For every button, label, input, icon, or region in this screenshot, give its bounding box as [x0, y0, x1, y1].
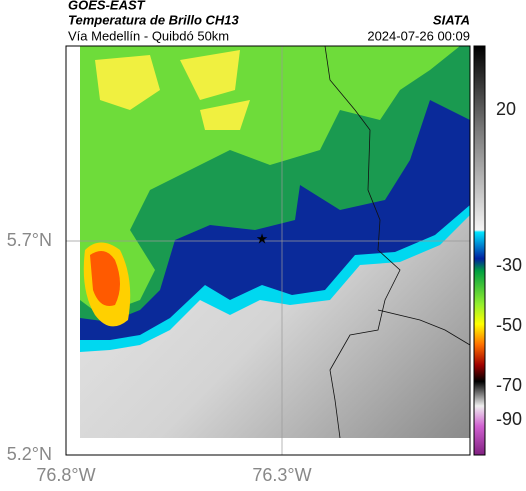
brand: SIATA	[433, 12, 470, 27]
title: Temperatura de Brillo CH13	[68, 12, 240, 27]
colorbar-tick: -70	[496, 375, 522, 395]
colorbar-tick: 20	[496, 99, 516, 119]
colorbar-tick: -90	[496, 409, 522, 429]
satellite-image	[80, 46, 470, 438]
colorbar	[473, 45, 486, 456]
colorbar-tick: -50	[496, 315, 522, 335]
lat-label: 5.7°N	[7, 230, 52, 250]
lat-label: 5.2°N	[7, 444, 52, 464]
cloud-warm	[95, 50, 250, 130]
subtitle: Vía Medellín - Quibdó 50km	[68, 28, 229, 43]
location-star: ★	[256, 231, 269, 247]
source: GOES-EAST	[68, 0, 146, 12]
timestamp: 2024-07-26 00:09	[367, 28, 470, 43]
lon-label: 76.3°W	[252, 465, 311, 485]
cloud-light	[80, 46, 460, 315]
map-frame	[65, 45, 471, 456]
lon-label: 76.8°W	[36, 465, 95, 485]
cloud-top-red	[90, 251, 120, 306]
colorbar-tick: -30	[496, 255, 522, 275]
border-line	[324, 46, 470, 438]
